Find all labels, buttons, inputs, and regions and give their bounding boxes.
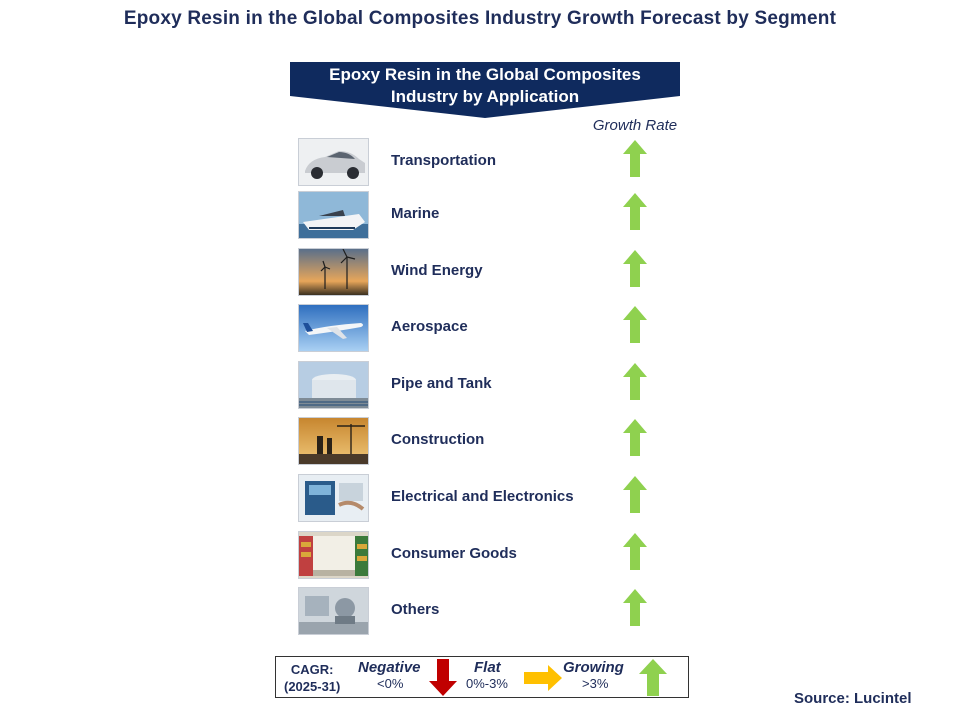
source-note: Source: Lucintel <box>794 690 912 707</box>
segment-row: Pipe and Tank <box>298 361 678 409</box>
growth-up-arrow-icon <box>623 140 647 177</box>
segment-row: Others <box>298 587 678 635</box>
banner-line-2: Industry by Application <box>390 87 580 106</box>
growth-up-arrow-icon <box>623 363 647 400</box>
boat-image <box>298 191 369 239</box>
growth-indicator <box>623 589 647 632</box>
segment-label: Marine <box>391 205 440 222</box>
growth-indicator <box>623 419 647 462</box>
segment-row: Wind Energy <box>298 248 678 296</box>
growth-up-arrow-icon <box>623 193 647 230</box>
growth-indicator <box>623 250 647 293</box>
growth-up-arrow-icon <box>623 250 647 287</box>
legend-negative-title: Negative <box>358 659 421 676</box>
car-image <box>298 138 369 186</box>
segment-row: Construction <box>298 417 678 465</box>
page-title: Epoxy Resin in the Global Composites Ind… <box>123 8 837 29</box>
segment-row: Marine <box>298 191 678 239</box>
airplane-image <box>298 304 369 352</box>
up-arrow-icon <box>639 659 667 696</box>
segment-row: Electrical and Electronics <box>298 474 678 522</box>
legend-negative-range: <0% <box>377 676 404 691</box>
growth-indicator <box>623 533 647 576</box>
segment-row: Consumer Goods <box>298 531 678 579</box>
segment-label: Aerospace <box>391 318 468 335</box>
lab-image <box>298 587 369 635</box>
segment-label: Pipe and Tank <box>391 375 492 392</box>
legend-growing-title: Growing <box>563 659 624 676</box>
legend-flat-range: 0%-3% <box>466 676 508 691</box>
segment-label: Transportation <box>391 152 497 169</box>
legend-cagr-period: (2025-31) <box>284 679 341 694</box>
segment-row: Transportation <box>298 138 678 186</box>
banner-text: Epoxy Resin in the Global Composites Ind… <box>290 64 680 108</box>
right-arrow-icon <box>524 665 562 691</box>
segment-label: Consumer Goods <box>391 545 517 562</box>
growth-indicator <box>623 363 647 406</box>
growth-indicator <box>623 140 647 183</box>
segment-label: Others <box>391 601 440 618</box>
growth-rate-header: Growth Rate <box>592 117 678 134</box>
legend-cagr-label: CAGR: <box>290 662 334 677</box>
legend-box: CAGR: (2025-31) Negative <0% Flat 0%-3% … <box>275 656 689 698</box>
segment-label: Wind Energy <box>391 262 483 279</box>
growth-up-arrow-icon <box>623 476 647 513</box>
down-arrow-icon <box>429 659 457 696</box>
tank-image <box>298 361 369 409</box>
growth-up-arrow-icon <box>623 589 647 626</box>
construction-image <box>298 417 369 465</box>
store-shelves-image <box>298 531 369 579</box>
growth-indicator <box>623 306 647 349</box>
segment-label: Electrical and Electronics <box>391 488 574 505</box>
banner-line-1: Epoxy Resin in the Global Composites <box>329 65 641 84</box>
electronics-image <box>298 474 369 522</box>
legend-cagr: CAGR: (2025-31) <box>284 661 340 695</box>
wind-turbines-image <box>298 248 369 296</box>
growth-up-arrow-icon <box>623 533 647 570</box>
growth-up-arrow-icon <box>623 419 647 456</box>
legend-growing-range: >3% <box>582 676 609 691</box>
segment-label: Construction <box>391 431 485 448</box>
segment-row: Aerospace <box>298 304 678 352</box>
growth-indicator <box>623 193 647 236</box>
growth-up-arrow-icon <box>623 306 647 343</box>
segment-banner: Epoxy Resin in the Global Composites Ind… <box>290 62 680 120</box>
legend-flat-title: Flat <box>474 659 501 676</box>
banner-shape <box>290 62 680 118</box>
growth-indicator <box>623 476 647 519</box>
